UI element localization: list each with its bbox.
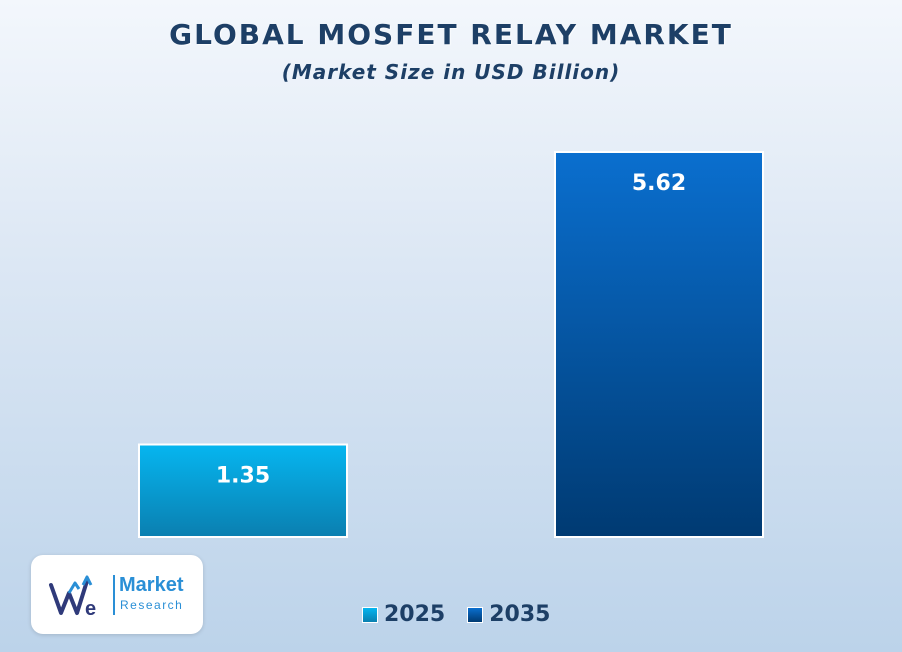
legend-label-2025: 2025 bbox=[384, 602, 446, 627]
legend-swatch-2025 bbox=[362, 606, 378, 623]
chart-title: GLOBAL MOSFET RELAY MARKET bbox=[169, 18, 733, 51]
chart-subtitle: (Market Size in USD Billion) bbox=[281, 60, 621, 84]
legend: 2025 2035 bbox=[362, 602, 572, 627]
bar-2035 bbox=[554, 151, 764, 538]
legend-swatch-2035 bbox=[467, 606, 484, 623]
legend-label-2035: 2035 bbox=[489, 602, 551, 627]
legend-item-2035: 2035 bbox=[467, 602, 550, 627]
data-label-2035: 5.62 bbox=[632, 171, 686, 196]
bar-2025 bbox=[138, 443, 348, 538]
logo-word-research: Research bbox=[120, 598, 184, 612]
logo-word-market: Market bbox=[119, 574, 184, 596]
logo-divider bbox=[113, 575, 115, 615]
we-monogram-icon: e bbox=[49, 575, 96, 620]
brand-logo: e Market Research bbox=[31, 555, 203, 634]
svg-text:e: e bbox=[85, 598, 96, 620]
data-label-2025: 1.35 bbox=[216, 464, 270, 489]
legend-item-2025: 2025 bbox=[362, 602, 445, 627]
